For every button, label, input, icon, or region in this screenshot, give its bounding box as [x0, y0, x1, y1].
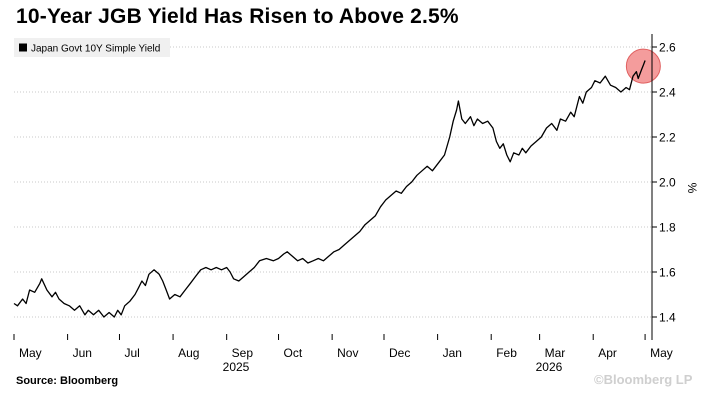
x-tick-label: Apr: [598, 346, 617, 360]
y-tick-label: 1.6: [659, 266, 676, 280]
watermark: ©Bloomberg LP: [594, 372, 693, 387]
legend-label: Japan Govt 10Y Simple Yield: [31, 44, 160, 55]
y-tick-label: 2.0: [659, 176, 676, 190]
x-year-label: 2025: [223, 360, 250, 374]
y-tick-label: 2.4: [659, 86, 676, 100]
x-tick-label: Dec: [389, 346, 410, 360]
y-tick-label: 1.8: [659, 221, 676, 235]
x-tick-label: Jul: [124, 346, 139, 360]
x-tick-label: Nov: [337, 346, 358, 360]
x-tick-label: Oct: [284, 346, 303, 360]
axis-layer: 1.4 1.6 1.8 2.0 2.2 2.4 2.6 May Jun Jul Aug Sep Oct N…: [19, 34, 676, 374]
x-tick-label: Sep: [232, 346, 254, 360]
chart-title: 10-Year JGB Yield Has Risen to Above 2.5…: [16, 5, 459, 28]
y-axis-unit: %: [685, 183, 699, 194]
y-tick-label: 2.6: [659, 41, 676, 55]
x-tick-label: Mar: [545, 346, 566, 360]
x-tick-label: Jan: [443, 346, 462, 360]
legend: Japan Govt 10Y Simple Yield: [14, 38, 170, 57]
x-axis-ticks: [13, 334, 646, 340]
source-note: Source: Bloomberg: [16, 375, 119, 387]
x-year-label: 2026: [536, 360, 563, 374]
grid-lines: [14, 46, 652, 318]
x-tick-label: May: [650, 346, 673, 360]
x-tick-label: Aug: [178, 346, 199, 360]
y-tick-label: 1.4: [659, 311, 676, 325]
y-tick-label: 2.2: [659, 131, 676, 145]
legend-box: [14, 38, 170, 57]
series-layer: [13, 60, 646, 318]
x-tick-label: Jun: [73, 346, 92, 360]
legend-swatch: [19, 43, 27, 52]
x-tick-label: Feb: [496, 346, 517, 360]
series-line: [13, 60, 646, 318]
x-tick-label: May: [19, 346, 42, 360]
